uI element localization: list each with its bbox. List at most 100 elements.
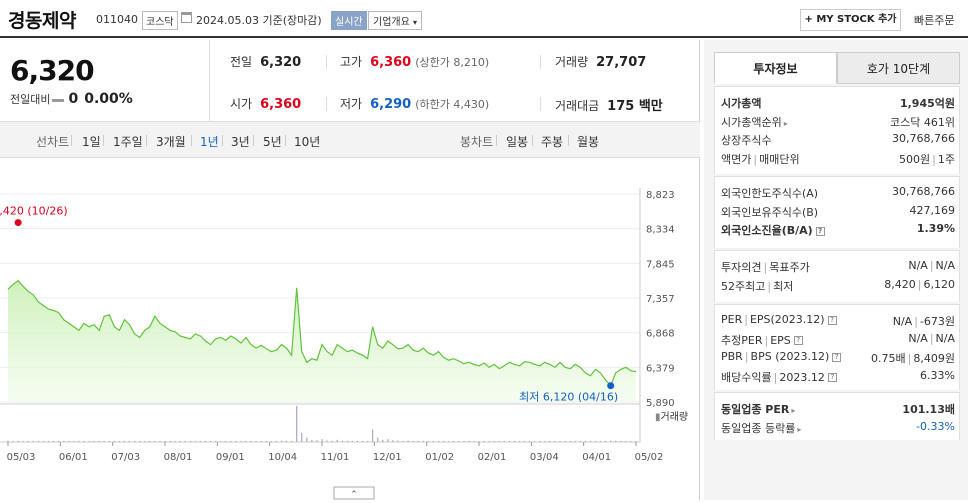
volume-bar — [139, 441, 141, 442]
tab-5y[interactable]: 5년 — [263, 135, 282, 149]
info-row: 외국인보유주식수(B) 427,169 — [721, 203, 955, 219]
info-row: PER | EPS(2023.12)? N/A | -673원 — [721, 313, 955, 328]
volume-bar — [93, 441, 95, 442]
volume-bar — [493, 441, 495, 442]
tab-10y[interactable]: 10년 — [294, 135, 321, 149]
info-row: 동일업종 PER ▸ 101.13배 — [721, 403, 955, 416]
volume-bar — [270, 441, 272, 442]
volume-bar — [615, 440, 617, 442]
tab-weekly[interactable]: 주봉 — [541, 135, 564, 149]
x-tick-label: 07/03 — [111, 452, 140, 463]
volume-bar — [199, 441, 202, 442]
volume-bar — [392, 440, 394, 442]
volume-bar — [306, 437, 308, 442]
volume-bar — [68, 441, 70, 442]
volume-bar — [432, 441, 435, 442]
volume-bar — [488, 441, 490, 442]
tab-1d[interactable]: 1일 — [82, 135, 101, 149]
volume-bar — [265, 441, 267, 442]
help-icon[interactable]: ? — [832, 352, 842, 362]
volume-bar — [468, 441, 470, 442]
add-mystock-button[interactable]: + MY STOCK 추가 — [800, 9, 901, 31]
volume-bar — [539, 441, 541, 442]
price-chart-svg: 8,823 8,334 7,845 7,357 6,868 6,379 5,890 05/0… — [0, 188, 688, 500]
volume-bar — [463, 441, 465, 442]
volume-bar — [518, 441, 521, 442]
x-tick-label: 06/01 — [59, 452, 88, 463]
volume-bar — [630, 441, 632, 442]
volume-bar — [7, 440, 9, 442]
arrow-right-icon[interactable]: ▸ — [783, 118, 788, 128]
x-tick-label: 11/01 — [321, 452, 350, 463]
info-row: 상장주식수 30,768,766 — [721, 132, 955, 147]
volume-bar — [478, 441, 480, 442]
info-row: 외국인소진율(B/A)? 1.39% — [721, 222, 955, 237]
quick-order-button[interactable]: 빠른주문 — [914, 14, 955, 27]
tab-3y[interactable]: 3년 — [231, 135, 250, 149]
tab-investment-info[interactable]: 투자정보 — [714, 52, 837, 84]
arrow-right-icon[interactable]: ▸ — [797, 424, 802, 434]
volume-bar — [189, 441, 191, 442]
collapse-button[interactable] — [333, 486, 375, 500]
volume-bar — [164, 441, 166, 442]
volume-bar — [529, 441, 531, 442]
tab-3m[interactable]: 3개월 — [156, 135, 186, 149]
market-badge: 코스닥 — [142, 11, 178, 30]
x-tick-label: 10/04 — [268, 452, 297, 463]
info-block3: 투자의견 | 목표주가 N/A | N/A 52주최고 | 최저 8,420 | 6,120 — [714, 250, 960, 302]
volume-bar — [235, 441, 237, 442]
volume-bar — [382, 439, 384, 442]
volume-bar — [483, 441, 485, 442]
arrow-right-icon[interactable]: ▸ — [791, 406, 796, 415]
quote-summary: 전일 6,320 고가 6,360 (상한가 8,210) 거래량 27,707 시가 6… — [210, 40, 700, 122]
tab-1w[interactable]: 1주일 — [113, 135, 143, 149]
company-info-dropdown[interactable]: 기업개요 ▾ — [368, 11, 423, 30]
help-icon[interactable]: ? — [815, 226, 825, 236]
tab-orderbook-10[interactable]: 호가 10단계 — [837, 52, 960, 84]
max-label: 최고 8,420 (10/26) — [0, 205, 68, 218]
info-row: 시가총액 1,945억원 — [721, 97, 955, 110]
volume-bar — [194, 441, 196, 442]
chevron-down-icon: ▾ — [413, 18, 418, 27]
help-icon[interactable]: ? — [827, 315, 837, 325]
volume-bar — [134, 441, 136, 442]
volume-bar — [144, 441, 146, 442]
info-block5: 동일업종 PER ▸ 101.13배 동일업종 등락률 ▸ -0.33% — [714, 392, 960, 440]
info-row: PBR | BPS (2023.12)? 0.75배 | 8,409원 — [721, 350, 955, 365]
volume-bar — [149, 441, 151, 442]
volume-bar — [154, 440, 156, 442]
x-tick-label: 03/04 — [530, 452, 559, 463]
volume-bar — [523, 441, 526, 442]
volume-bar — [280, 440, 283, 442]
volume-bar — [169, 441, 171, 442]
volume-bar — [549, 441, 551, 442]
y-tick-label: 6,868 — [646, 329, 675, 340]
tab-daily[interactable]: 일봉 — [506, 135, 529, 149]
volume-bar — [17, 440, 19, 442]
realtime-button[interactable]: 실시간 — [331, 11, 367, 30]
volume-bar — [417, 441, 419, 442]
info-row: 투자의견 | 목표주가 N/A | N/A — [721, 259, 955, 274]
volume-bar — [128, 441, 131, 442]
volume-bar — [108, 441, 110, 442]
info-row: 시가총액순위 ▸ 코스닥 461위 — [721, 115, 955, 129]
volume-bar — [366, 441, 369, 442]
max-point — [14, 219, 22, 227]
volume-bar — [209, 441, 212, 442]
help-icon[interactable]: ? — [793, 336, 803, 345]
current-price-box: 6,320 전일대비 0 0.00% — [0, 40, 210, 122]
volume-bar — [311, 439, 313, 442]
volume-bar — [103, 440, 105, 442]
tab-1y[interactable]: 1년 — [200, 135, 219, 149]
volume-bar — [589, 441, 592, 442]
x-tick-label: 01/02 — [425, 452, 454, 463]
price-area — [8, 280, 636, 402]
tab-monthly[interactable]: 월봉 — [577, 135, 600, 149]
basis-date: 2024.05.03 기준(장마감) — [196, 14, 322, 27]
help-icon[interactable]: ? — [827, 373, 837, 382]
open-price: 시가 6,360 — [230, 97, 302, 112]
x-tick-label: 05/03 — [7, 452, 36, 463]
volume-bar — [625, 441, 627, 442]
x-tick-label: 02/01 — [478, 452, 507, 463]
high-price: 고가 6,360 (상한가 8,210) — [340, 55, 490, 70]
